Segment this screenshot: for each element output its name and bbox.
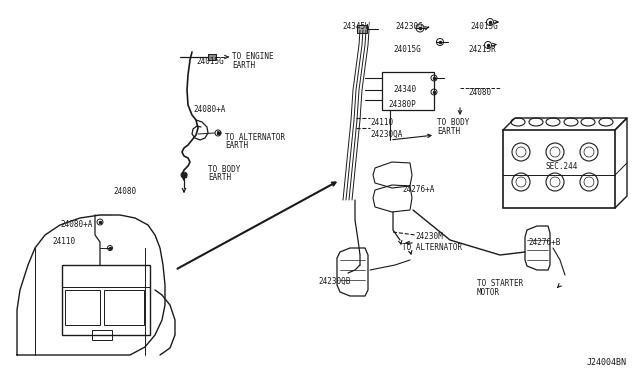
Text: EARTH: EARTH xyxy=(232,61,255,70)
Text: TO STARTER: TO STARTER xyxy=(477,279,524,288)
Text: EARTH: EARTH xyxy=(208,173,231,182)
Text: 24215R: 24215R xyxy=(468,45,496,54)
Text: 24276+B: 24276+B xyxy=(528,238,561,247)
Bar xyxy=(62,265,150,335)
Text: 24230QB: 24230QB xyxy=(318,277,350,286)
Text: 24080+A: 24080+A xyxy=(193,105,225,114)
Text: 24380P: 24380P xyxy=(388,100,416,109)
Bar xyxy=(208,54,216,60)
Text: EARTH: EARTH xyxy=(437,127,460,136)
Text: 24015G: 24015G xyxy=(470,22,498,31)
Bar xyxy=(104,290,144,325)
Text: 24080+A: 24080+A xyxy=(60,220,92,229)
Text: 24230QA: 24230QA xyxy=(370,130,403,139)
Text: MOTOR: MOTOR xyxy=(477,288,500,297)
Text: SEC.244: SEC.244 xyxy=(546,162,579,171)
Text: 24345W: 24345W xyxy=(342,22,370,31)
Text: 24230M: 24230M xyxy=(415,232,443,241)
Text: 24080: 24080 xyxy=(468,88,491,97)
Text: 24015G: 24015G xyxy=(393,45,420,54)
Text: 24340: 24340 xyxy=(393,85,416,94)
Text: 24110: 24110 xyxy=(370,118,393,127)
Text: TO BODY: TO BODY xyxy=(208,165,241,174)
Text: TO BODY: TO BODY xyxy=(437,118,469,127)
Text: 24015G: 24015G xyxy=(196,57,224,66)
Bar xyxy=(382,72,434,110)
Text: 24080: 24080 xyxy=(113,187,136,196)
Text: TO ALTERNATOR: TO ALTERNATOR xyxy=(225,133,285,142)
Bar xyxy=(503,130,615,208)
Bar xyxy=(65,290,100,325)
Text: TO ALTERNATOR: TO ALTERNATOR xyxy=(402,243,462,252)
Text: 24110: 24110 xyxy=(52,237,75,246)
Text: EARTH: EARTH xyxy=(225,141,248,150)
Bar xyxy=(357,25,367,33)
Text: 24276+A: 24276+A xyxy=(402,185,435,194)
Text: J24004BN: J24004BN xyxy=(587,358,627,367)
Bar xyxy=(92,330,112,340)
Text: 24230G: 24230G xyxy=(395,22,423,31)
Text: TO ENGINE: TO ENGINE xyxy=(232,52,274,61)
